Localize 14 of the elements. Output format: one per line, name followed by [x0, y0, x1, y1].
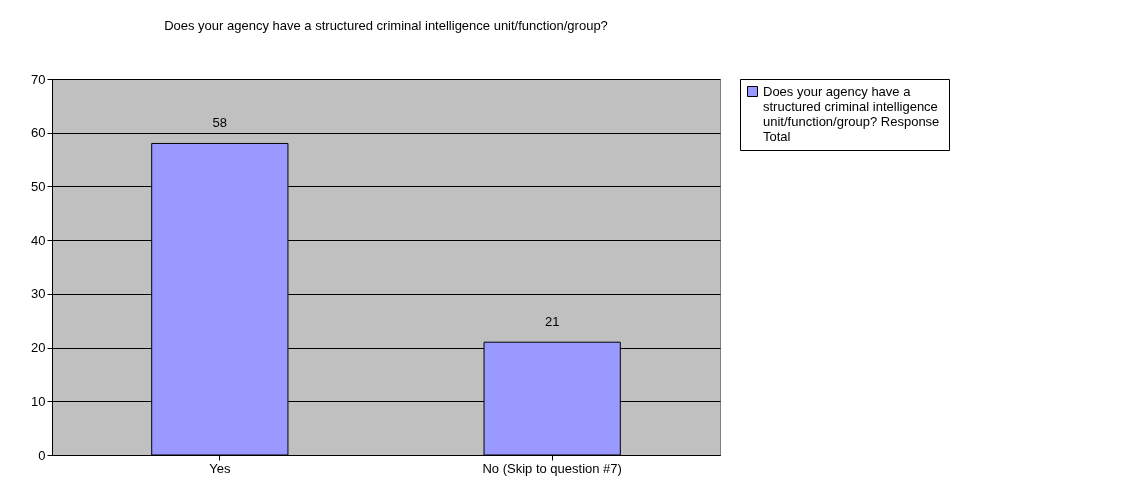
y-tick-label: 40: [31, 232, 46, 248]
y-tick-label: 30: [31, 286, 46, 302]
chart-title: Does your agency have a structured criminal intelligence unit/function/group?: [164, 18, 608, 33]
y-tick-label: 10: [31, 393, 46, 409]
y-tick-label: 60: [31, 125, 46, 141]
y-tick-label: 70: [31, 71, 46, 87]
y-tick-label: 0: [38, 447, 46, 463]
y-tick-label: 50: [31, 178, 46, 194]
y-tick-label: 20: [31, 340, 46, 356]
x-tick-label: Yes: [209, 460, 231, 476]
legend-label: Does your agency have a structured criminal intelligence unit/function/group? Response Total: [763, 83, 940, 144]
data-label: 21: [544, 314, 560, 330]
x-tick-label: No (Skip to question #7): [482, 460, 622, 476]
data-label: 58: [212, 115, 228, 131]
